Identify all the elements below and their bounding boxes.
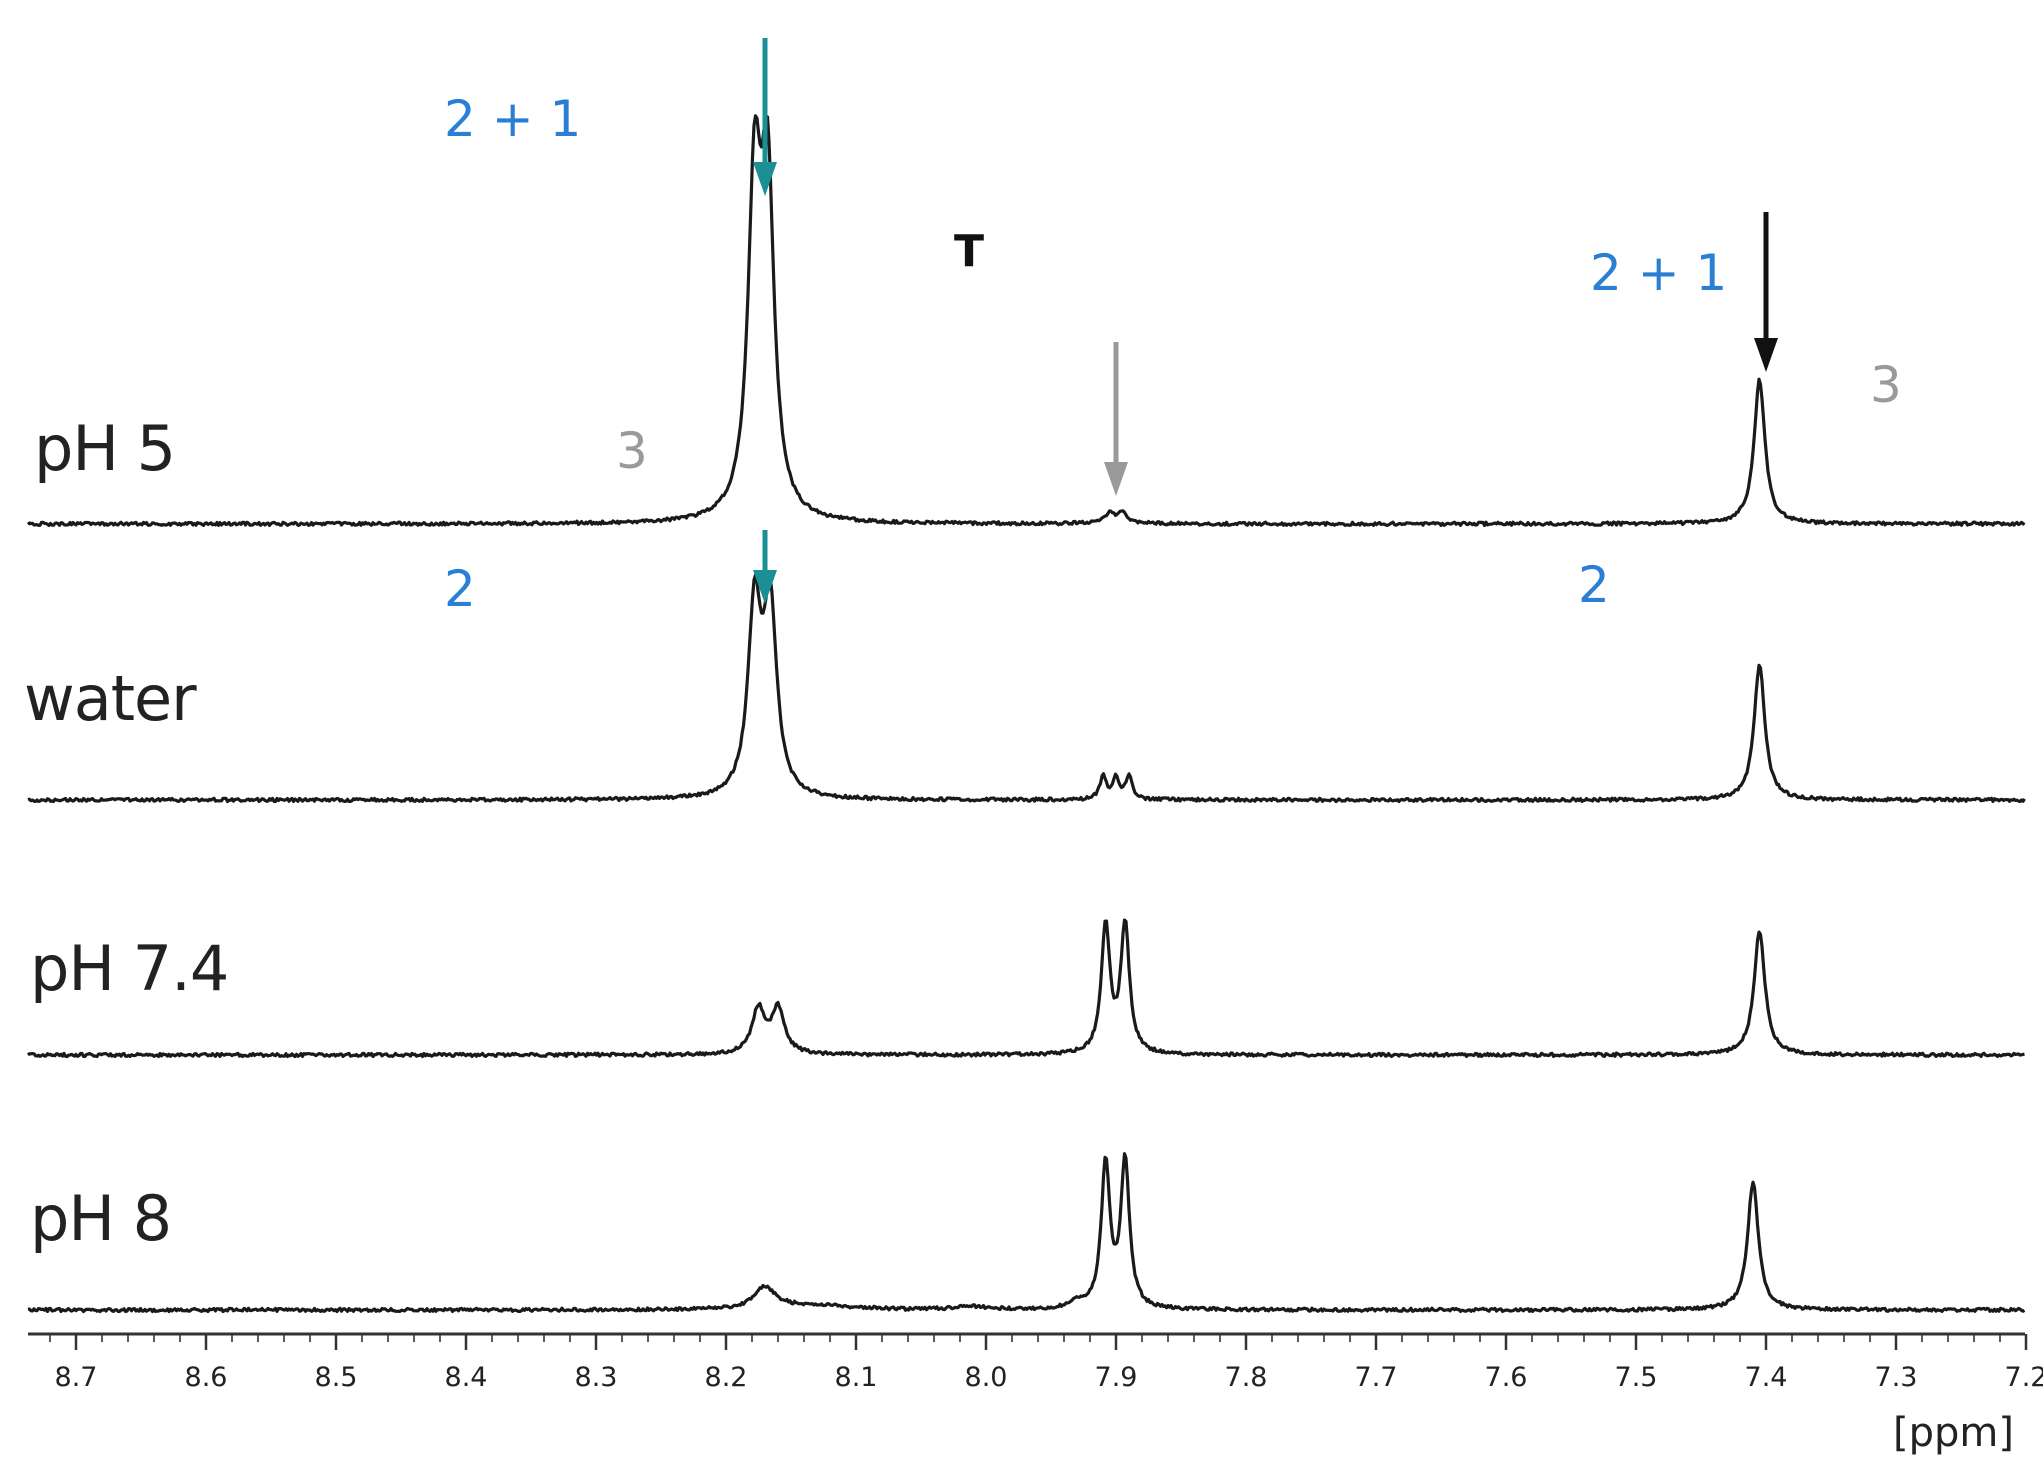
trace-ph-7-4: [26, 918, 2025, 1059]
trace-label-ph-7-4: pH 7.4: [30, 932, 229, 1005]
tick-label-7-4: 7.4: [1745, 1362, 1788, 1393]
annotation-label-ph-5-0: 2 + 1: [444, 90, 582, 148]
tick-label-7-8: 7.8: [1225, 1362, 1268, 1393]
annotation-label-ph-5-2: T: [954, 226, 985, 277]
annotation-arrow-ph-5-8-17: [753, 38, 777, 196]
annotation-arrows: [753, 38, 1778, 604]
annotation-arrow-ph-5-7-9: [1104, 342, 1128, 496]
tick-label-8-3: 8.3: [575, 1362, 618, 1393]
tick-label-8: 8.0: [965, 1362, 1008, 1393]
x-axis-unit-label: [ppm]: [1893, 1410, 2014, 1456]
spectrum-traces: [26, 114, 2026, 1314]
arrow-head: [1754, 338, 1778, 372]
x-axis-tick-labels: 8.7 8.6 8.5 8.4 8.3 8.2 8.1 8.0 7.9 7.8 7.7 7.6 7.5 7…: [55, 1362, 2043, 1393]
tick-label-7-6: 7.6: [1485, 1362, 1528, 1393]
trace-label-ph-5: pH 5: [34, 412, 176, 485]
annotation-label-water-6: 2: [1578, 556, 1610, 614]
tick-label-8-5: 8.5: [315, 1362, 358, 1393]
tick-label-7-3: 7.3: [1875, 1362, 1918, 1393]
arrow-head: [753, 162, 777, 196]
tick-label-8-7: 8.7: [55, 1362, 98, 1393]
tick-label-7-2: 7.2: [2005, 1362, 2043, 1393]
tick-label-8-6: 8.6: [185, 1362, 228, 1393]
trace-ph-8: [27, 1152, 2026, 1314]
annotation-label-ph-5-1: 3: [616, 422, 648, 480]
tick-label-8-4: 8.4: [445, 1362, 488, 1393]
arrow-head: [753, 570, 777, 604]
trace-label-water: water: [24, 662, 197, 735]
annotation-label-ph-5-4: 3: [1870, 356, 1902, 414]
annotation-label-water-5: 2: [444, 560, 476, 618]
trace-water: [27, 573, 2026, 804]
annotation-label-ph-5-3: 2 + 1: [1590, 244, 1728, 302]
tick-label-7-9: 7.9: [1095, 1362, 1138, 1393]
tick-label-8-2: 8.2: [705, 1362, 748, 1393]
trace-ph-5: [26, 114, 2026, 527]
annotation-arrow-ph-5-7-4: [1754, 212, 1778, 372]
trace-label-ph-8: pH 8: [30, 1182, 172, 1255]
tick-label-7-7: 7.7: [1355, 1362, 1398, 1393]
arrow-head: [1104, 462, 1128, 496]
tick-label-7-5: 7.5: [1615, 1362, 1658, 1393]
annotation-arrow-water-8-17: [753, 530, 777, 604]
x-axis: 8.7 8.6 8.5 8.4 8.3 8.2 8.1 8.0 7.9 7.8 7.7 7.6 7.5 7…: [28, 1332, 2043, 1393]
x-axis-major-ticks: [74, 1334, 2028, 1350]
tick-label-8-1: 8.1: [835, 1362, 878, 1393]
